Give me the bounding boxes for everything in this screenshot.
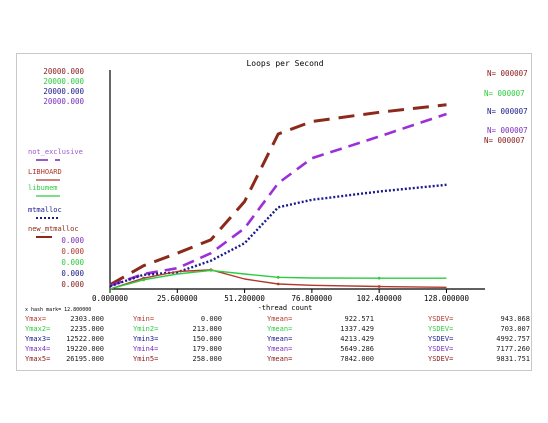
stat-min-label: Ymin2= <box>133 325 158 333</box>
stat-sdev-label: YSDEV= <box>428 345 453 353</box>
stat-mean-label: Ymean= <box>267 315 292 323</box>
series-point <box>377 276 381 280</box>
stat-mean-value: 5649.286 <box>340 345 374 353</box>
stat-max-label: Ymax= <box>25 315 46 323</box>
stat-min-value: 150.000 <box>192 335 222 343</box>
series-line-new_mtmalloc <box>109 103 447 287</box>
stat-max-value: 12522.000 <box>66 335 104 343</box>
stat-mean-label: Ymean= <box>267 335 292 343</box>
chart-title: Loops per Second <box>246 59 323 68</box>
legend-label: new_mtmalloc <box>28 225 79 233</box>
x-tick-label: 51.200000 <box>224 294 265 303</box>
y-tick-label-top: 20000.000 <box>43 87 84 96</box>
stat-sdev-label: YSDEV= <box>428 335 453 343</box>
stat-min-label: Ymin4= <box>133 345 158 353</box>
stat-sdev-label: YSDEV= <box>428 355 453 363</box>
series-point <box>377 285 381 288</box>
stat-sdev-value: 9831.751 <box>496 355 530 363</box>
series-count-label: N= 000007 <box>484 136 525 145</box>
x-axis-label: -thread count <box>258 304 313 312</box>
series-point <box>276 282 280 286</box>
stat-mean-value: 922.571 <box>344 315 374 323</box>
stat-sdev-value: 4992.757 <box>496 335 530 343</box>
stat-mean-label: Ymean= <box>267 355 292 363</box>
y-tick-label-top: 20000.000 <box>43 77 84 86</box>
stat-max-label: Ymax3= <box>25 335 50 343</box>
stat-sdev-value: 703.007 <box>500 325 530 333</box>
stat-mean-value: 7842.000 <box>340 355 374 363</box>
plot-frame <box>16 53 532 371</box>
series-point <box>276 275 280 279</box>
series-line-libumem <box>109 269 447 290</box>
series-count-label: N= 000007 <box>487 107 528 116</box>
y-tick-label-bottom: 0.000 <box>61 280 84 289</box>
stats-table: Ymax= 2303.000 Ymin= 0.000 Ymean= 922.571 YSDE… <box>25 315 530 363</box>
x-tick-label: 76.800000 <box>292 294 333 303</box>
series-line-mtmalloc <box>109 183 447 288</box>
y-tick-label-bottom: 0.000 <box>61 258 84 267</box>
legend-label: mtmalloc <box>28 206 62 214</box>
legend-label: LIBHOARD <box>28 168 62 176</box>
y-tick-label-bottom: 0.000 <box>61 236 84 245</box>
series-line-libhoard <box>109 269 447 290</box>
series-point <box>209 268 213 272</box>
stat-max-label: Ymax5= <box>25 355 50 363</box>
y-tick-label-bottom: 0.000 <box>61 269 84 278</box>
stat-mean-value: 4213.429 <box>340 335 374 343</box>
stat-min-value: 258.000 <box>192 355 222 363</box>
legend: not_exclusive LIBHOARD libumem mtmalloc new_… <box>28 148 83 238</box>
stat-mean-value: 1337.429 <box>340 325 374 333</box>
x-tick-labels: 0.000000 25.600000 51.200000 76.800000 102.4… <box>92 289 470 303</box>
series-layer <box>109 103 447 290</box>
x-tick-label: 25.600000 <box>157 294 198 303</box>
stat-mean-label: Ymean= <box>267 345 292 353</box>
series-count-label: N= 000007 <box>487 69 528 78</box>
stat-mean-label: Ymean= <box>267 325 292 333</box>
legend-label: libumem <box>28 184 58 192</box>
y-tick-label-top: 20000.000 <box>43 97 84 106</box>
stat-max-value: 2235.000 <box>70 325 104 333</box>
stat-min-value: 213.000 <box>192 325 222 333</box>
stat-max-value: 26195.000 <box>66 355 104 363</box>
y-tick-label-top: 20000.000 <box>43 67 84 76</box>
stat-max-value: 19220.000 <box>66 345 104 353</box>
stat-max-value: 2303.000 <box>70 315 104 323</box>
series-count-label: N= 000007 <box>487 126 528 135</box>
axes <box>109 70 485 290</box>
x-tick-label: 102.400000 <box>357 294 403 303</box>
x-hash-note: x hash mark= 12.800000 <box>25 307 91 313</box>
series-count-label: N= 000007 <box>484 89 525 98</box>
legend-label: not_exclusive <box>28 148 83 156</box>
stat-min-label: Ymin5= <box>133 355 158 363</box>
stat-sdev-value: 7177.260 <box>496 345 530 353</box>
stat-min-value: 179.000 <box>192 345 222 353</box>
stat-sdev-value: 943.068 <box>500 315 530 323</box>
stat-min-value: 0.000 <box>201 315 222 323</box>
x-tick-label: 128.000000 <box>424 294 470 303</box>
series-line-not_exclusive <box>109 112 447 287</box>
stat-min-label: Ymin= <box>133 315 154 323</box>
stat-max-label: Ymax4= <box>25 345 50 353</box>
stat-min-label: Ymin3= <box>133 335 158 343</box>
y-tick-labels: 20000.00020000.00020000.00020000.0000.00… <box>43 67 84 289</box>
x-tick-label: 0.000000 <box>92 294 129 303</box>
stat-sdev-label: YSDEV= <box>428 315 453 323</box>
y-tick-label-bottom: 0.000 <box>61 247 84 256</box>
stat-max-label: Ymax2= <box>25 325 50 333</box>
series-point <box>142 278 146 282</box>
stat-sdev-label: YSDEV= <box>428 325 453 333</box>
